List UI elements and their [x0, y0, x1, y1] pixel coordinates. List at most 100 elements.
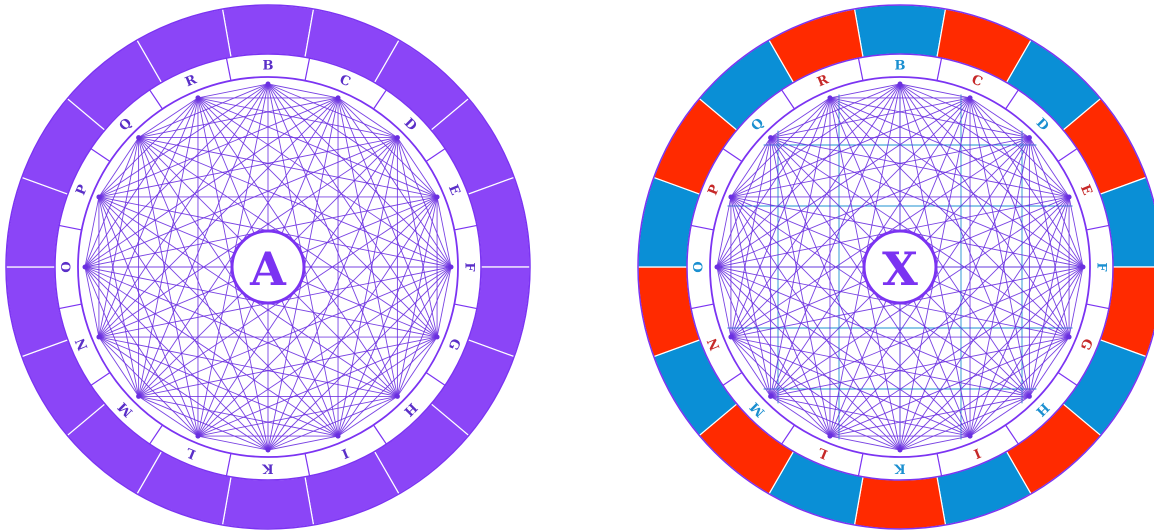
- chord: [716, 266, 831, 437]
- node-label-o: O: [60, 261, 75, 272]
- chord: [84, 266, 100, 338]
- chord: [716, 266, 732, 338]
- band-divider: [936, 453, 943, 477]
- chord: [730, 137, 771, 198]
- node-point-q: [136, 135, 142, 141]
- node-point-c: [335, 95, 341, 101]
- chord: [98, 97, 199, 338]
- chord: [770, 97, 971, 139]
- chord: [197, 97, 398, 139]
- node-point-l: [827, 433, 833, 439]
- center-circle: [862, 229, 938, 305]
- chord: [730, 137, 772, 338]
- chord: [770, 395, 971, 437]
- band-dividers: [690, 57, 1110, 477]
- chord: [730, 336, 771, 397]
- node-point-l: [195, 433, 201, 439]
- chord: [770, 396, 831, 437]
- node-point-f: [448, 264, 454, 270]
- band-divider: [425, 148, 446, 162]
- band-divider: [1057, 148, 1078, 162]
- chord: [138, 396, 199, 437]
- chord: [98, 336, 269, 451]
- node-point-r: [827, 95, 833, 101]
- node-label-g: G: [445, 336, 463, 352]
- node-point-g: [434, 334, 440, 340]
- band-divider: [690, 303, 714, 310]
- chord: [138, 395, 269, 451]
- chord: [84, 137, 140, 268]
- node-label-i: I: [339, 445, 350, 461]
- band-divider: [225, 57, 232, 81]
- chord: [98, 336, 199, 437]
- ring-segment: [853, 476, 947, 530]
- band-divider: [373, 424, 387, 445]
- band-divider: [1005, 89, 1019, 110]
- chord: [1029, 336, 1070, 397]
- band-divider: [1057, 372, 1078, 386]
- node-label-g: G: [1077, 336, 1095, 352]
- band-divider: [304, 453, 311, 477]
- band-divider: [722, 148, 743, 162]
- band-divider: [149, 424, 163, 445]
- chord: [1029, 137, 1070, 198]
- chord: [197, 97, 452, 268]
- node-point-c: [967, 95, 973, 101]
- chord: [98, 137, 139, 198]
- chord: [829, 97, 1084, 268]
- chord: [730, 83, 901, 198]
- chord: [730, 336, 901, 451]
- chord: [197, 97, 438, 338]
- chord: [396, 137, 438, 338]
- chord: [337, 396, 398, 437]
- chord: [829, 395, 1030, 437]
- chord: [267, 83, 339, 99]
- node-label-o: O: [692, 261, 707, 272]
- chord: [1068, 196, 1084, 268]
- band-divider: [722, 372, 743, 386]
- node-point-k: [265, 447, 271, 453]
- chord: [829, 83, 901, 99]
- chord: [84, 266, 339, 437]
- band-divider: [1005, 424, 1019, 445]
- chord: [730, 196, 901, 451]
- outer-ring: [5, 4, 531, 530]
- chord: [1028, 137, 1070, 338]
- chord: [267, 435, 339, 451]
- node-point-e: [1066, 194, 1072, 200]
- chord: [716, 266, 971, 437]
- node-label-n: N: [705, 335, 723, 352]
- node-label-k: K: [894, 461, 906, 476]
- node-label-k: K: [262, 461, 274, 476]
- chord: [770, 137, 1084, 268]
- node-point-b: [897, 81, 903, 87]
- band-divider: [90, 148, 111, 162]
- chord: [829, 97, 1030, 139]
- node-point-p: [96, 194, 102, 200]
- chord: [1068, 266, 1084, 338]
- band-divider: [58, 224, 82, 231]
- chord: [716, 97, 831, 268]
- node-point-r: [195, 95, 201, 101]
- node-point-p: [728, 194, 734, 200]
- outer-ring-border: [5, 4, 531, 530]
- ring-segment: [853, 4, 947, 58]
- chord: [337, 266, 452, 437]
- band-divider: [225, 453, 232, 477]
- node-point-d: [394, 135, 400, 141]
- band-divider: [936, 57, 943, 81]
- node-point-m: [136, 393, 142, 399]
- band-divider: [373, 89, 387, 110]
- chord: [969, 396, 1030, 437]
- chord: [84, 196, 100, 268]
- chord: [98, 196, 140, 397]
- chord: [197, 97, 438, 198]
- band-divider: [1086, 224, 1110, 231]
- chord: [730, 196, 831, 437]
- node-point-f: [1080, 264, 1086, 270]
- band-divider: [690, 224, 714, 231]
- center-circle: [230, 229, 306, 305]
